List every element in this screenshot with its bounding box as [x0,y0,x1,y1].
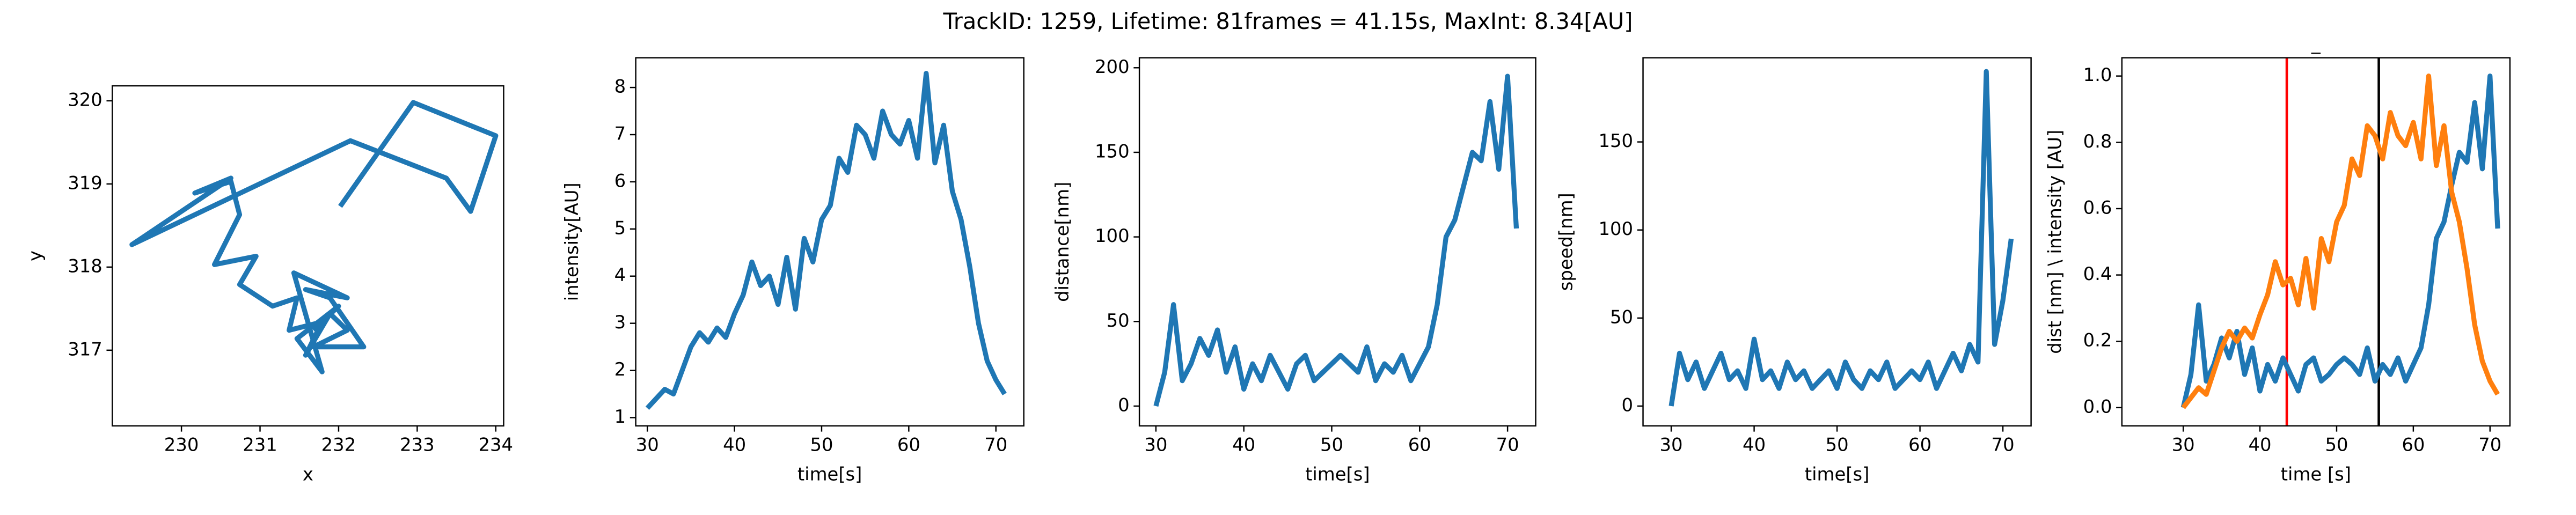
y-tick-label: 200 [1095,56,1130,77]
x-tick-label: 30 [1144,434,1167,455]
y-axis-label: y [25,251,46,261]
axes: 30 40 50 60 70 0 50 100 150 200 time[s] distance[nm… [1052,56,1536,485]
axes: 30 40 50 60 70 0.0 0.2 0.4 0.6 0.8 1.0 _time [s] dis… [2044,33,2511,485]
x-tick-label: 50 [1320,434,1343,455]
x-tick-label: 40 [723,434,746,455]
y-axis-label: intensity[AU] [561,182,582,301]
x-tick-label: 60 [897,434,920,455]
axes-frame [1138,57,1536,427]
y-tick-label: 150 [1598,130,1633,151]
x-tick-label: 60 [1908,434,1931,455]
x-tick-label: 70 [1992,434,2015,455]
y-tick-label: 100 [1095,225,1130,246]
y-tick-label: 0 [1118,394,1130,415]
x-tick-label: 232 [321,434,356,455]
x-tick-label: 50 [810,434,833,455]
x-tick-label: 231 [243,434,277,455]
data-line [1668,69,2014,407]
y-tick-label: 0.2 [2083,330,2112,351]
data-line [645,71,1007,410]
x-tick-label: 234 [479,434,514,455]
x-tick-label: 30 [2172,434,2195,455]
y-tick-label: 7 [614,123,626,144]
y-tick-label: 318 [68,255,103,276]
y-tick-label: 2 [614,359,626,380]
axes: 30 40 50 60 70 0 50 100 150 time[s] speed[nm] [1556,57,2032,485]
x-tick-label: 60 [2402,434,2425,455]
data-line [1153,73,1519,407]
x-axis-label: time[s] [797,464,862,485]
y-tick-label: 320 [68,89,103,110]
x-tick-label: 40 [2249,434,2272,455]
y-tick-label: 0.6 [2083,197,2112,218]
x-tick-label: 230 [164,434,199,455]
axes: 30 40 50 60 70 1 2 3 4 5 6 7 8 time[s] intensity[AU] [561,57,1024,485]
y-tick-label: 0 [1622,394,1634,415]
x-tick-label: 30 [636,434,659,455]
x-tick-label: 70 [2478,434,2501,455]
x-axis-label: time[s] [1305,464,1370,485]
y-tick-label: 3 [614,312,626,333]
x-axis-label: time[s] [1805,464,1869,485]
axes-title: _ [2311,33,2321,54]
y-tick-label: 50 [1107,310,1130,331]
data-line [2181,73,2500,409]
y-tick-label: 0.8 [2083,131,2112,152]
data-line [2180,73,2500,408]
y-tick-label: 1 [614,406,626,427]
x-tick-label: 40 [1232,434,1255,455]
y-tick-label: 1.0 [2083,64,2112,85]
y-tick-label: 5 [614,217,626,238]
data-line [129,100,499,374]
x-tick-label: 50 [2325,434,2348,455]
y-tick-label: 0.0 [2083,396,2112,417]
x-tick-label: 70 [984,434,1007,455]
y-tick-label: 319 [68,172,103,193]
y-tick-label: 317 [68,339,103,359]
y-axis-label: distance[nm] [1052,182,1073,302]
axes-frame [635,57,1024,427]
y-axis-label: dist [nm] \ intensity [AU] [2044,130,2065,354]
x-tick-label: 70 [1496,434,1519,455]
y-tick-label: 0.4 [2083,263,2112,284]
figure-title: TrackID: 1259, Lifetime: 81frames = 41.1… [943,8,1633,34]
y-axis-label: speed[nm] [1556,193,1577,291]
axes: 230 231 232 233 234 317 318 319 320 x y [25,85,514,485]
x-tick-label: 60 [1408,434,1431,455]
y-tick-label: 6 [614,170,626,191]
x-axis-label: time [s] [2281,464,2351,485]
x-tick-label: 50 [1826,434,1849,455]
y-tick-label: 8 [614,76,626,97]
axes-frame [112,85,504,427]
y-tick-label: 4 [614,264,626,285]
x-tick-label: 233 [400,434,435,455]
y-tick-label: 100 [1598,218,1633,239]
x-axis-label: x [303,464,313,485]
axes-frame [2121,57,2511,427]
x-tick-label: 30 [1660,434,1683,455]
axes-frame [1642,57,2032,427]
y-tick-label: 150 [1095,141,1130,161]
x-tick-label: 40 [1743,434,1766,455]
y-tick-label: 50 [1610,306,1633,327]
